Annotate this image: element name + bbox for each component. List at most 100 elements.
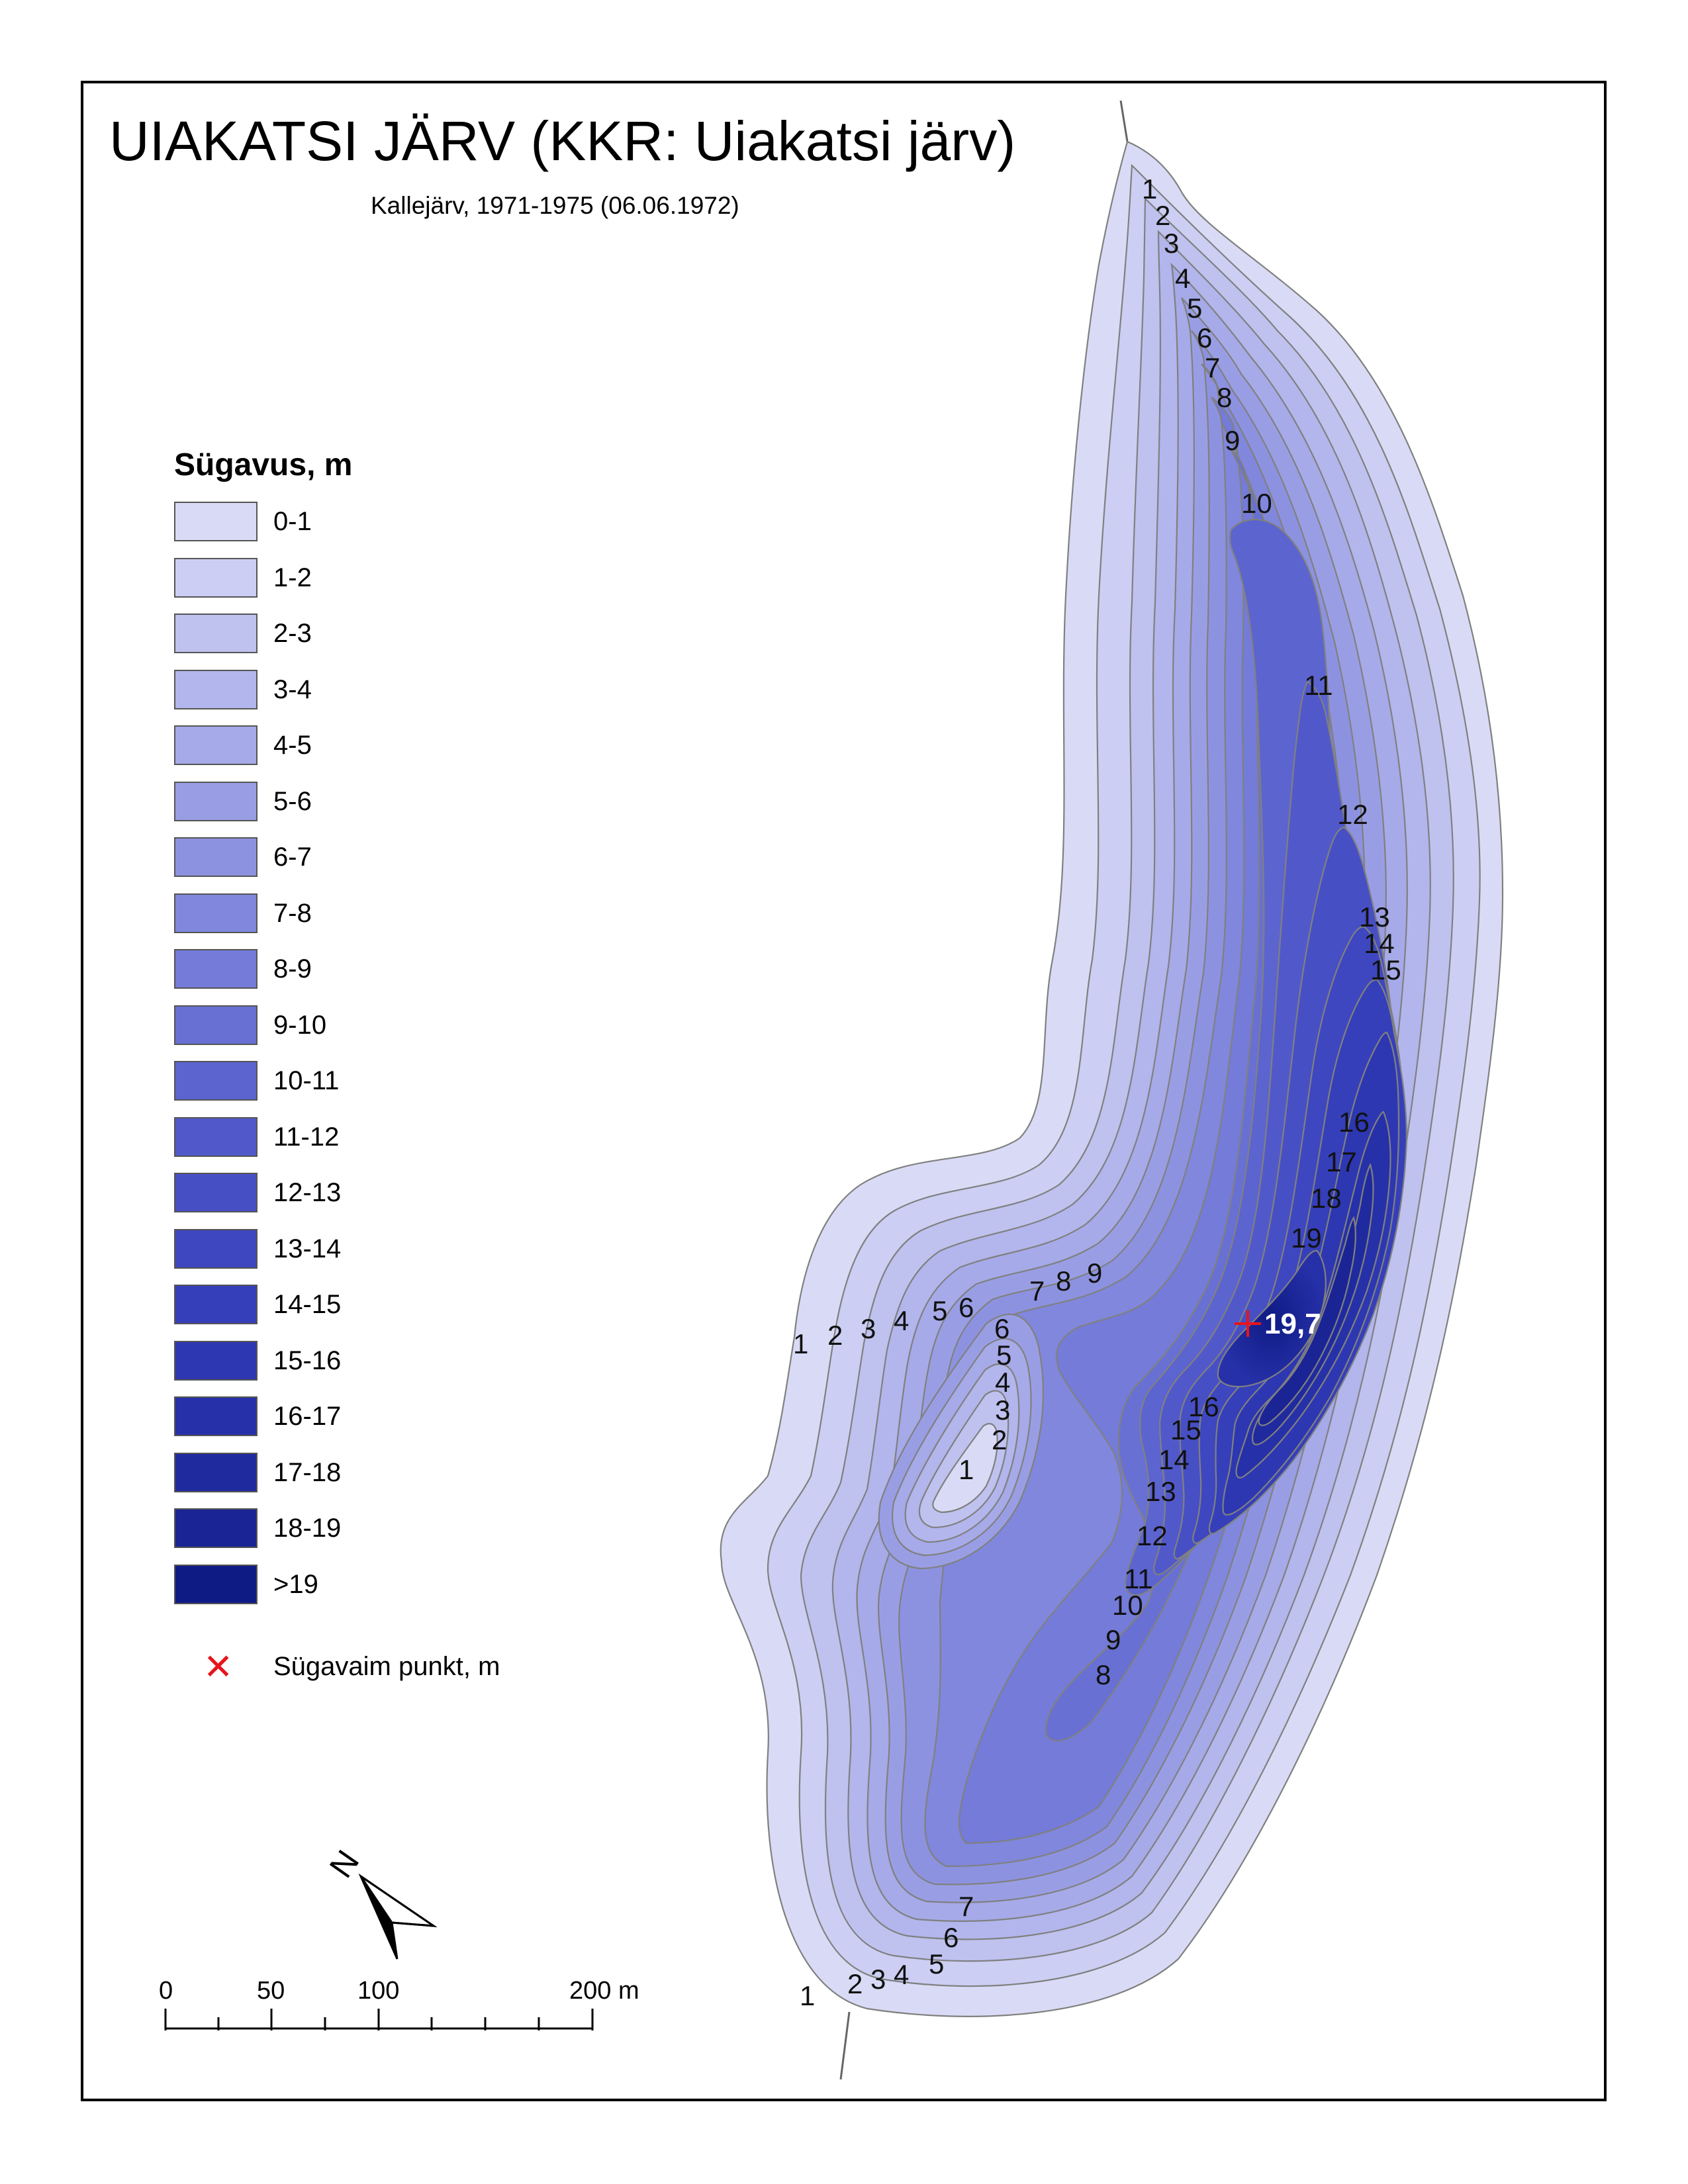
contour-label: 14	[1364, 928, 1395, 959]
contour-label: 11	[1124, 1563, 1153, 1594]
contour-label: 16	[1188, 1391, 1219, 1422]
legend-label: 12-13	[273, 1178, 342, 1207]
contour-label: 7	[1205, 352, 1220, 383]
contour-label: 13	[1359, 901, 1390, 933]
zone-16-17	[1235, 1111, 1391, 1479]
legend-title: Sügavus, m	[174, 447, 353, 482]
legend-swatch	[174, 781, 258, 821]
legend-swatch	[174, 1116, 258, 1157]
legend-label: >19	[273, 1569, 318, 1599]
contour-label: 5	[929, 1948, 944, 1979]
contour-label: 7	[1029, 1275, 1045, 1306]
contour-label: 3	[861, 1313, 876, 1344]
scale-label-100: 100	[357, 1977, 399, 2005]
legend-swatch	[174, 1396, 258, 1436]
contour-label: 9	[1225, 425, 1240, 456]
scale-label-0: 0	[159, 1977, 173, 2005]
contour-label: 16	[1338, 1107, 1370, 1138]
contour-label: 13	[1145, 1476, 1176, 1507]
contour-label: 14	[1158, 1444, 1190, 1475]
map-title: UIAKATSI JÄRV (KKR: Uiakatsi järv)	[109, 110, 1016, 172]
contour-label: 3	[870, 1964, 886, 1995]
contour-label: 1	[800, 1980, 815, 2011]
island-rise	[878, 1313, 1044, 1570]
contour-label: 2	[847, 1968, 863, 1999]
legend-label: 13-14	[273, 1234, 342, 1263]
contour-label: 6	[943, 1922, 959, 1953]
contour-label: 1	[793, 1328, 808, 1359]
legend-label: 2-3	[273, 619, 312, 648]
contour-label: 4	[894, 1959, 909, 1990]
contour-label: 10	[1241, 488, 1272, 519]
contour-label: 6	[959, 1292, 974, 1323]
contour-label: 17	[1326, 1146, 1357, 1177]
deepest-point: 19,7	[1235, 1308, 1321, 1340]
contour-label: 5	[996, 1340, 1011, 1371]
deepest-point-icon: ✕	[203, 1647, 234, 1687]
contour-label: 12	[1137, 1520, 1168, 1551]
legend-label: 3-4	[273, 674, 312, 704]
deepest-point-value: 19,7	[1264, 1308, 1321, 1340]
contour-label: 6	[994, 1313, 1009, 1344]
legend-swatch	[174, 1173, 258, 1212]
legend-swatch	[174, 949, 258, 989]
legend-swatch	[174, 557, 258, 598]
contour-label: 1	[959, 1454, 974, 1485]
legend-swatch	[174, 1285, 258, 1324]
legend-label: 17-18	[273, 1457, 342, 1487]
island-zone-1	[932, 1423, 998, 1514]
legend-swatch	[174, 1228, 258, 1269]
scale-label-50: 50	[257, 1977, 285, 2005]
legend-label: 8-9	[273, 954, 312, 983]
inflow-stream	[1119, 100, 1129, 142]
legend-swatch	[174, 725, 258, 765]
legend-label: 6-7	[273, 842, 312, 872]
zone-over-19	[1217, 1250, 1327, 1388]
contour-label: 10	[1112, 1590, 1143, 1621]
outflow-stream	[839, 2011, 851, 2080]
contour-label: 8	[1217, 382, 1232, 413]
contour-label: 2	[992, 1424, 1007, 1455]
contour-label: 8	[1096, 1659, 1111, 1690]
north-arrow: N	[322, 1844, 438, 1960]
north-arrow-outline	[358, 1873, 438, 1960]
contour-label: 11	[1304, 670, 1333, 701]
legend-label: 9-10	[273, 1010, 327, 1040]
contour-label: 4	[894, 1305, 909, 1336]
legend-swatch	[174, 837, 258, 877]
contour-label: 9	[1105, 1624, 1121, 1655]
contour-label: 2	[1155, 200, 1170, 231]
legend-label: 18-19	[273, 1514, 342, 1543]
scale-bar	[164, 2009, 594, 2030]
contour-label: 9	[1087, 1257, 1102, 1289]
legend-label: 1-2	[273, 563, 312, 592]
legend-swatch	[174, 1005, 258, 1045]
contour-label: 6	[1197, 322, 1212, 353]
legend-swatch	[174, 1508, 258, 1548]
map-subtitle: Kallejärv, 1971-1975 (06.06.1972)	[371, 192, 739, 219]
legend-swatch	[174, 669, 258, 709]
scale-bar-labels: 0 50 100 200 m	[159, 1977, 639, 2005]
contour-label: 3	[995, 1394, 1010, 1426]
legend-label: 4-5	[273, 731, 312, 760]
north-label: N	[322, 1844, 367, 1885]
contour-label: 8	[1056, 1265, 1071, 1297]
contour-label: 7	[959, 1891, 974, 1922]
legend-label: 15-16	[273, 1345, 342, 1375]
contour-label: 4	[1175, 263, 1190, 294]
contour-label: 3	[1164, 228, 1179, 259]
legend-swatch	[174, 1340, 258, 1381]
legend-swatch	[174, 893, 258, 933]
legend-deepest-point: ✕ Sügavaim punkt, m	[174, 1647, 571, 1686]
legend-swatch	[174, 1061, 258, 1101]
map-frame	[81, 81, 1607, 2101]
legend-label: 14-15	[273, 1290, 342, 1319]
zone-18-19	[1258, 1216, 1356, 1426]
legend-label: 0-1	[273, 507, 312, 536]
legend-swatch	[174, 614, 258, 653]
zone-15-16	[1222, 1031, 1400, 1516]
contour-label: 19	[1291, 1222, 1322, 1253]
contour-label: 2	[827, 1320, 843, 1351]
